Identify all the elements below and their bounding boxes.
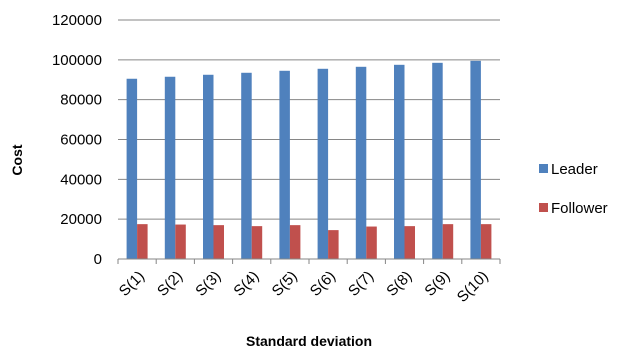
bar-leader-8 <box>394 64 405 259</box>
bar-leader-7 <box>355 66 367 259</box>
x-tick-label: S(6) <box>307 268 339 300</box>
x-tick-label: S(3) <box>192 268 224 300</box>
bar-follower-6 <box>328 230 339 259</box>
x-tick-labels: S(1) S(2) S(3) S(4) S(5) S(6) S(7) S(8) S(9) S(10… <box>116 268 492 306</box>
bar-follower-3 <box>213 225 224 259</box>
y-tick-label: 80000 <box>60 92 102 109</box>
bar-leader-5 <box>279 70 290 259</box>
bar-leader-4 <box>241 72 252 259</box>
bar-follower-5 <box>289 225 301 259</box>
x-axis-title: Standard deviation <box>246 333 372 349</box>
y-tick-label: 120000 <box>52 12 102 29</box>
bar-leader-6 <box>317 68 329 259</box>
bar-leader-3 <box>203 74 214 259</box>
x-tick-label: S(4) <box>230 268 262 300</box>
bar-follower-10 <box>480 224 492 259</box>
bar-follower-4 <box>251 226 263 259</box>
bar-follower-7 <box>366 226 377 259</box>
x-tick-label: S(2) <box>154 268 186 300</box>
y-axis-title: Cost <box>9 144 25 175</box>
bar-leader-1 <box>126 78 138 259</box>
x-tick-label: S(10) <box>454 268 492 306</box>
legend-label-leader: Leader <box>551 161 598 178</box>
y-tick-label: 20000 <box>60 211 102 228</box>
legend-swatch-follower <box>539 203 548 212</box>
x-tick-label: S(9) <box>421 268 453 300</box>
bar-follower-2 <box>175 224 186 259</box>
x-tick-label: S(1) <box>116 268 148 300</box>
legend: Leader Follower <box>539 161 608 217</box>
legend-label-follower: Follower <box>551 200 608 217</box>
bar-follower-1 <box>137 224 148 259</box>
bar-leader-10 <box>470 60 481 260</box>
x-tick-label: S(8) <box>383 268 415 300</box>
y-tick-label: 60000 <box>60 132 102 149</box>
y-tick-label: 40000 <box>60 171 102 188</box>
bar-follower-9 <box>442 224 454 259</box>
bars <box>117 60 501 264</box>
bar-leader-9 <box>432 62 443 260</box>
legend-swatch-leader <box>539 164 548 173</box>
x-tick-label: S(7) <box>345 268 377 300</box>
bar-leader-2 <box>164 76 176 259</box>
y-tick-labels: 0 20000 40000 60000 80000 100000 120000 <box>52 12 102 268</box>
bar-follower-8 <box>404 226 415 259</box>
y-tick-label: 0 <box>94 251 102 268</box>
y-tick-label: 100000 <box>52 52 102 69</box>
x-tick-label: S(5) <box>269 268 301 300</box>
